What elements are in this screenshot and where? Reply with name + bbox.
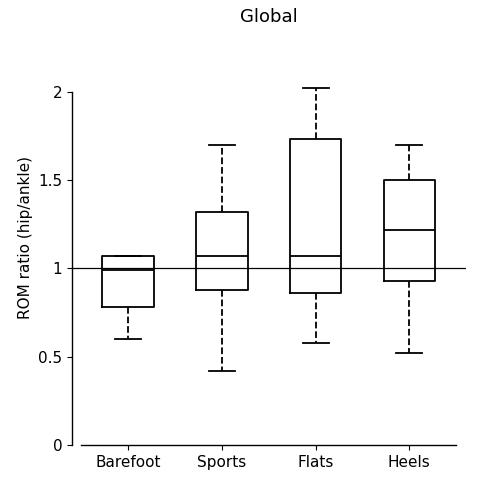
Y-axis label: ROM ratio (hip/ankle): ROM ratio (hip/ankle) (18, 156, 33, 319)
Title: Global: Global (240, 8, 298, 26)
